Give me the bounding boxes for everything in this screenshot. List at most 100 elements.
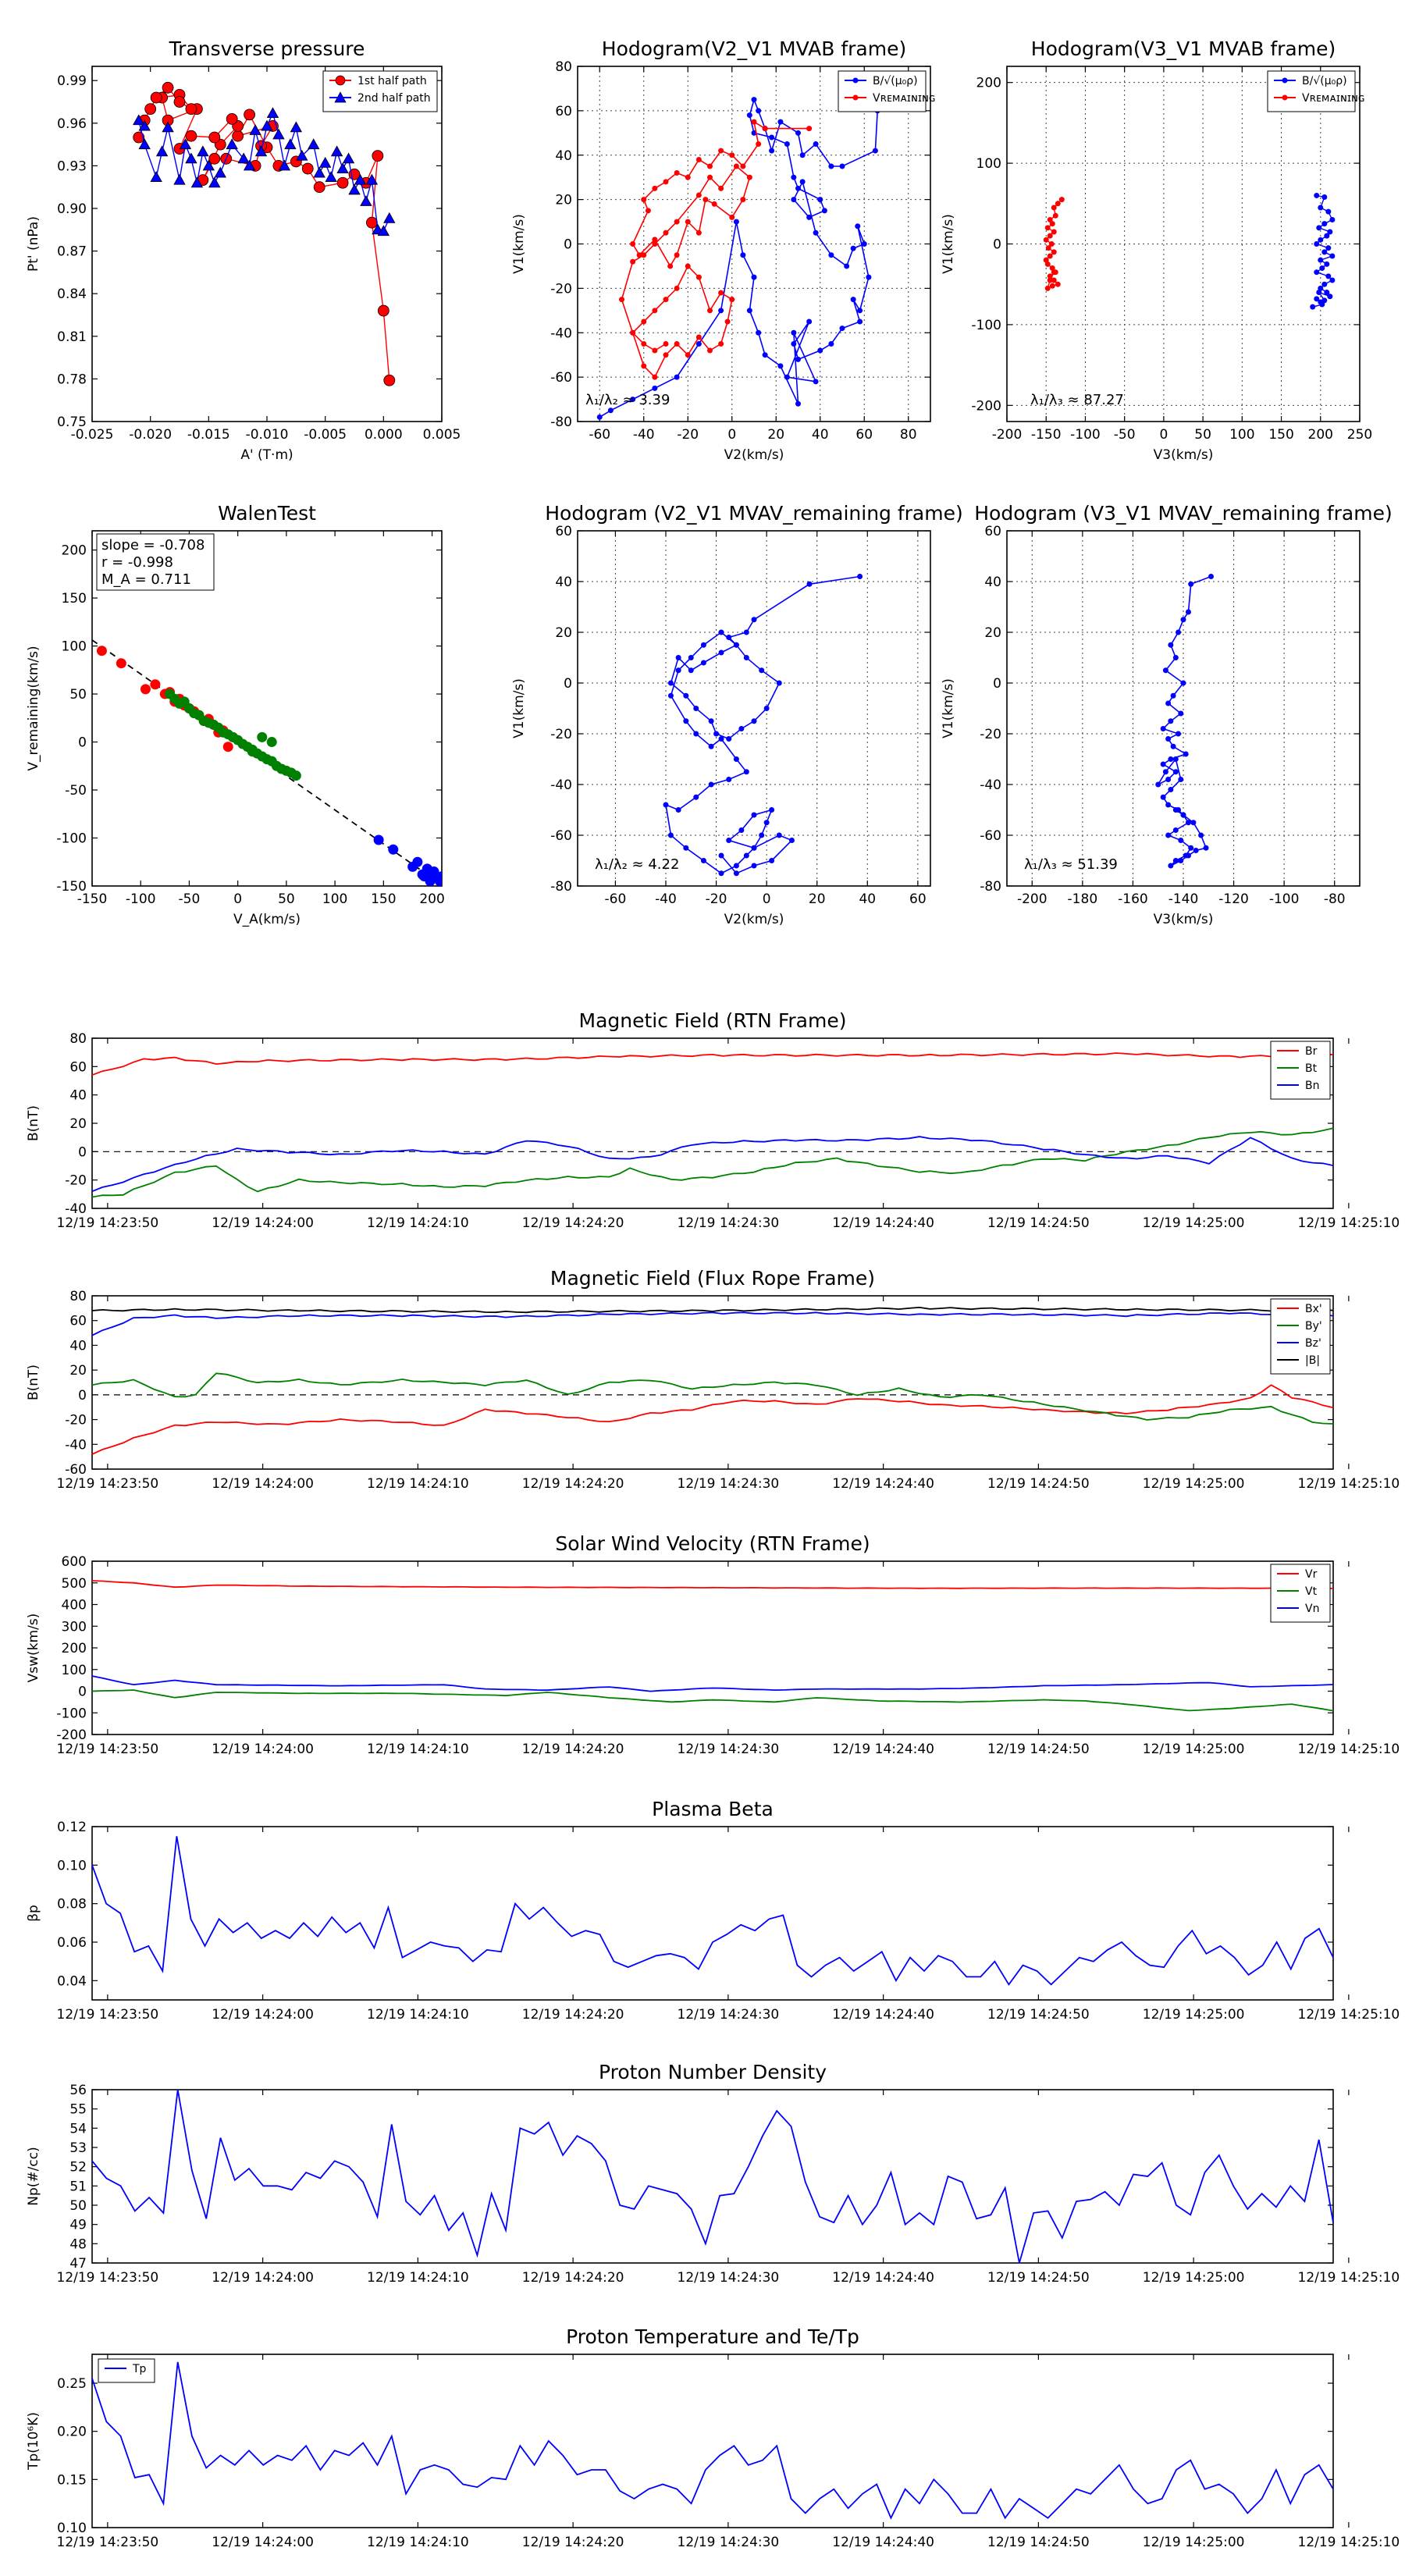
- x-tick-label: 12/19 14:25:10: [1298, 2270, 1400, 2286]
- data-point: [733, 219, 739, 225]
- chart-hodo3: Hodogram (V2_V1 MVAV_remaining frame) -80…: [511, 502, 963, 927]
- data-point: [733, 870, 739, 877]
- chart-title: WalenTest: [218, 502, 316, 525]
- data-point: [1048, 241, 1055, 247]
- data-point: [711, 201, 717, 207]
- data-point: [693, 706, 699, 711]
- x-tick-label: 12/19 14:23:50: [57, 2007, 159, 2023]
- series-line-1st-half-path: [138, 87, 390, 381]
- data-point-triangle: [254, 145, 268, 157]
- y-tick-label: -200: [971, 398, 1001, 414]
- series-line: [621, 120, 809, 379]
- data-point: [718, 852, 724, 859]
- data-point: [1324, 261, 1330, 267]
- data-point: [674, 285, 680, 291]
- data-point-triangle: [266, 107, 279, 119]
- data-point: [1051, 277, 1057, 283]
- data-point: [743, 769, 749, 775]
- x-tick-label: 12/19 14:24:30: [678, 1215, 780, 1231]
- data-point-circle: [301, 162, 314, 175]
- legend-entry: |B|: [1305, 1354, 1320, 1367]
- y-tick-label: 80: [69, 1289, 87, 1304]
- data-point: [776, 680, 782, 686]
- x-tick-label: 12/19 14:24:00: [212, 1742, 314, 1757]
- data-point-triangle: [278, 159, 291, 171]
- data-point: [1172, 756, 1179, 762]
- data-point: [1318, 237, 1324, 243]
- x-tick-label: 12/19 14:25:10: [1298, 1215, 1400, 1231]
- data-point-circle: [144, 103, 157, 116]
- data-point-triangle: [243, 159, 256, 171]
- data-point: [667, 832, 674, 838]
- data-point: [630, 241, 636, 247]
- y-tick-label: 0.12: [57, 1820, 87, 1835]
- legend-entry: By': [1305, 1320, 1322, 1332]
- x-tick-label: -60: [605, 891, 627, 907]
- data-point: [769, 807, 775, 813]
- legend-marker: [852, 77, 859, 84]
- x-axis-label: V_A(km/s): [233, 912, 301, 927]
- data-point: [1172, 769, 1179, 775]
- data-point: [1044, 285, 1051, 291]
- chart-walen: WalenTest -150 -100 -50 0 50 100 150 200 V_remain…: [26, 502, 445, 927]
- data-point: [726, 635, 732, 640]
- y-axis-label: B(nT): [26, 1364, 41, 1400]
- y-tick-label: -40: [980, 777, 1001, 793]
- y-tick-label: -50: [65, 783, 87, 799]
- y-tick-label: 0.78: [57, 372, 87, 387]
- legend-box: [1267, 70, 1356, 112]
- y-tick-label: 0.87: [57, 244, 87, 260]
- x-tick-label: 12/19 14:24:10: [367, 1215, 469, 1231]
- y-tick-label: 0.20: [57, 2425, 87, 2440]
- x-tick-label: 12/19 14:24:20: [522, 1742, 624, 1757]
- y-tick-label: 0.75: [57, 415, 87, 430]
- data-point: [839, 163, 845, 169]
- data-point: [1051, 249, 1057, 255]
- data-point: [700, 642, 706, 648]
- y-tick-label: -80: [980, 879, 1001, 895]
- data-point-triangle: [226, 138, 238, 150]
- y-tick-label: -20: [65, 1173, 87, 1189]
- data-point: [674, 374, 680, 380]
- x-tick-label: 12/19 14:24:00: [212, 2535, 314, 2550]
- data-point-triangle: [342, 152, 355, 164]
- chart-title: Transverse pressure: [169, 37, 365, 60]
- data-point: [667, 263, 674, 269]
- chart-hodo1: Hodogram(V2_V1 MVAB frame) -80 -60 -40 -20 0 2…: [511, 37, 936, 463]
- data-point: [746, 112, 752, 119]
- x-tick-label: 60: [909, 891, 927, 907]
- data-point: [756, 141, 762, 148]
- legend-marker: [852, 94, 859, 101]
- x-tick-label: 40: [859, 891, 876, 907]
- data-point: [1324, 233, 1330, 239]
- data-point: [751, 274, 757, 280]
- x-tick-label: -180: [1068, 891, 1098, 907]
- series-line: [664, 575, 860, 874]
- data-point: [707, 347, 713, 354]
- data-point-triangle: [249, 124, 261, 135]
- legend-entry: Vt: [1305, 1585, 1318, 1598]
- data-point-triangle: [150, 171, 162, 182]
- x-tick-label: 12/19 14:24:10: [367, 2007, 469, 2023]
- data-point-triangle: [290, 121, 303, 133]
- x-tick-label: 12/19 14:24:10: [367, 1742, 469, 1757]
- data-point-circle: [226, 112, 238, 125]
- data-point: [740, 163, 746, 169]
- y-axis-label: V1(km/s): [941, 214, 956, 274]
- r-text: r = -0.998: [101, 554, 173, 571]
- y-tick-label: -80: [550, 415, 572, 430]
- y-tick-label: 20: [69, 1363, 87, 1379]
- data-point: [1180, 680, 1186, 686]
- y-tick-label: 200: [62, 1641, 87, 1656]
- series-line-Br: [91, 1052, 1334, 1076]
- data-point-triangle: [354, 173, 367, 185]
- y-tick-label: 40: [984, 575, 1001, 590]
- x-tick-label: 12/19 14:23:50: [57, 1215, 159, 1231]
- x-tick-label: 12/19 14:25:00: [1143, 2535, 1245, 2550]
- legend-entry: 1st half path: [357, 75, 427, 87]
- y-tick-label: 0: [564, 676, 572, 692]
- data-point: [652, 347, 658, 354]
- data-point: [1058, 197, 1065, 203]
- y-tick-label: -20: [980, 727, 1001, 742]
- data-point-triangle: [237, 152, 250, 164]
